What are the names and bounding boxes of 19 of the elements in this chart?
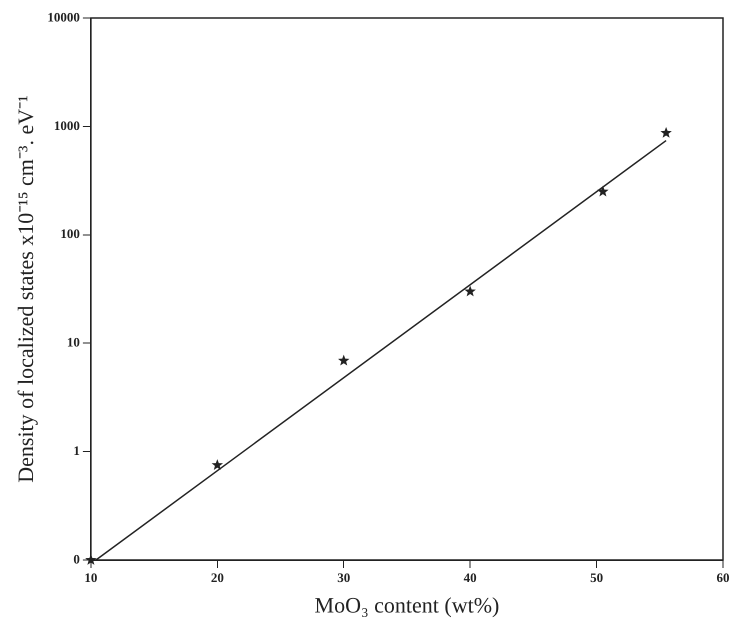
y-tick-label: 1000	[54, 118, 80, 133]
x-tick-label: 60	[716, 570, 730, 586]
point	[597, 186, 609, 197]
y-tick-label: 10000	[47, 9, 80, 24]
y-tick-label: 10	[66, 334, 80, 350]
x-tick-label: 20	[210, 570, 224, 586]
y-tick-label: 1	[73, 442, 80, 458]
x-axis-title: MoO₃ content (wt%)	[314, 592, 500, 618]
point	[212, 459, 224, 470]
x-tick-label: 50	[590, 570, 604, 586]
point	[464, 285, 476, 296]
point	[338, 354, 350, 366]
y-tick-label: 0	[73, 551, 80, 566]
point	[660, 126, 672, 138]
x-tick-label: 30	[337, 570, 350, 586]
y-tick-label: 100	[60, 226, 80, 242]
x-tick-label: 40	[464, 570, 477, 586]
y-axis-title: Density of localized states x10⁻¹⁵ cm⁻³. eV⁻¹	[12, 95, 38, 483]
x-tick-label: 10	[84, 570, 98, 586]
